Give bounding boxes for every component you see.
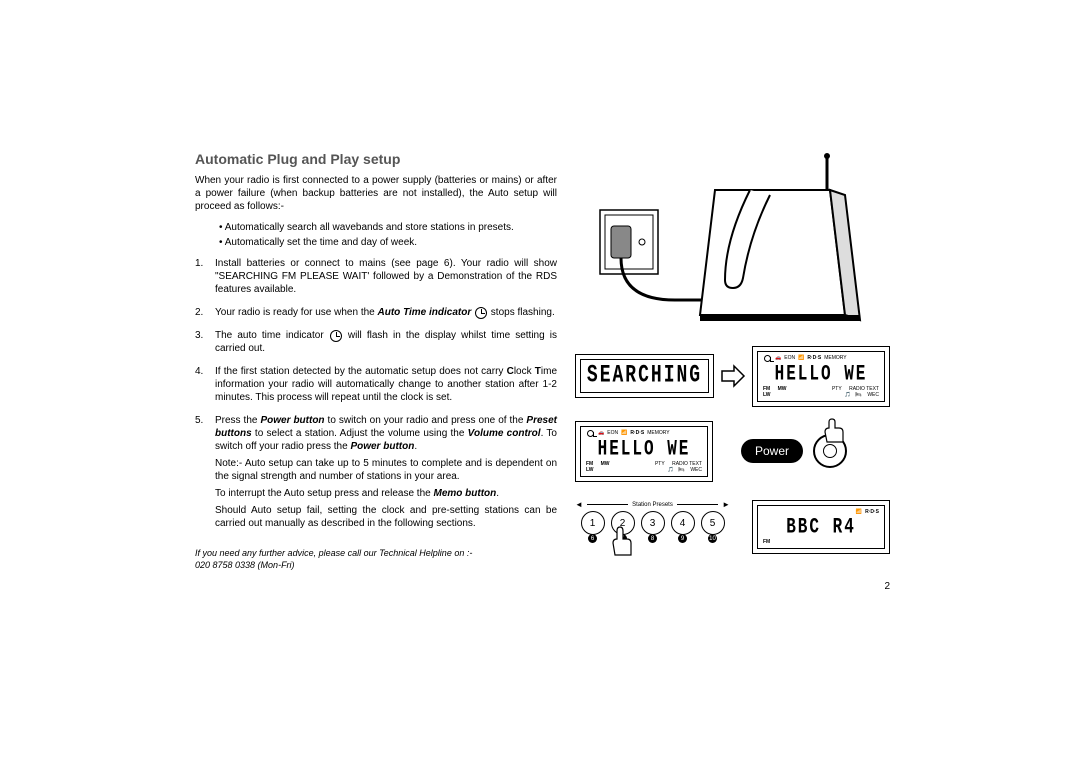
bullet-1: Automatically search all wavebands and s… xyxy=(219,221,557,234)
bullet-2: Automatically set the time and day of we… xyxy=(219,236,557,249)
hand-press-icon xyxy=(607,525,637,559)
step-num-4: 4. xyxy=(195,365,215,404)
step-5-text: Press the Power button to switch on your… xyxy=(215,414,557,534)
preset-1: 16 xyxy=(581,511,605,535)
step-3-text: The auto time indicator will flash in th… xyxy=(215,329,557,355)
footer-phone: 020 8758 0338 (Mon-Fri) xyxy=(195,560,557,572)
lcd-hello-1: 🚗 EON 📶 R·D·S MEMORY HELLO WE FM MW PTY … xyxy=(752,346,890,407)
step-num-2: 2. xyxy=(195,306,215,319)
preset-4: 49 xyxy=(671,511,695,535)
lcd-searching: SEARCHING xyxy=(575,354,714,398)
power-label: Power xyxy=(741,439,803,463)
station-presets: ◄ Station Presets ► 16 27 38 49 510 xyxy=(575,500,730,535)
step-1-text: Install batteries or connect to mains (s… xyxy=(215,257,557,296)
radio-illustration xyxy=(575,150,890,335)
page-number: 2 xyxy=(884,581,890,592)
step-num-1: 1. xyxy=(195,257,215,296)
page-title: Automatic Plug and Play setup xyxy=(195,150,557,168)
footer-helpline: If you need any further advice, please c… xyxy=(195,548,557,560)
lcd-bbc: 📶 R·D·S BBC R4 FM xyxy=(752,500,890,554)
preset-5: 510 xyxy=(701,511,725,535)
clock-icon xyxy=(475,307,487,319)
step-num-5: 5. xyxy=(195,414,215,534)
step-num-3: 3. xyxy=(195,329,215,355)
step-2-text: Your radio is ready for use when the Aut… xyxy=(215,306,557,319)
step-4-text: If the first station detected by the aut… xyxy=(215,365,557,404)
lcd-hello-2: 🚗 EON 📶 R·D·S MEMORY HELLO WE FM MW PTY … xyxy=(575,421,713,482)
preset-3: 38 xyxy=(641,511,665,535)
arrow-icon xyxy=(720,363,746,389)
clock-icon xyxy=(330,330,342,342)
intro-text: When your radio is first connected to a … xyxy=(195,174,557,213)
power-button-illustration: Power xyxy=(741,434,847,468)
hand-press-icon xyxy=(819,418,849,446)
